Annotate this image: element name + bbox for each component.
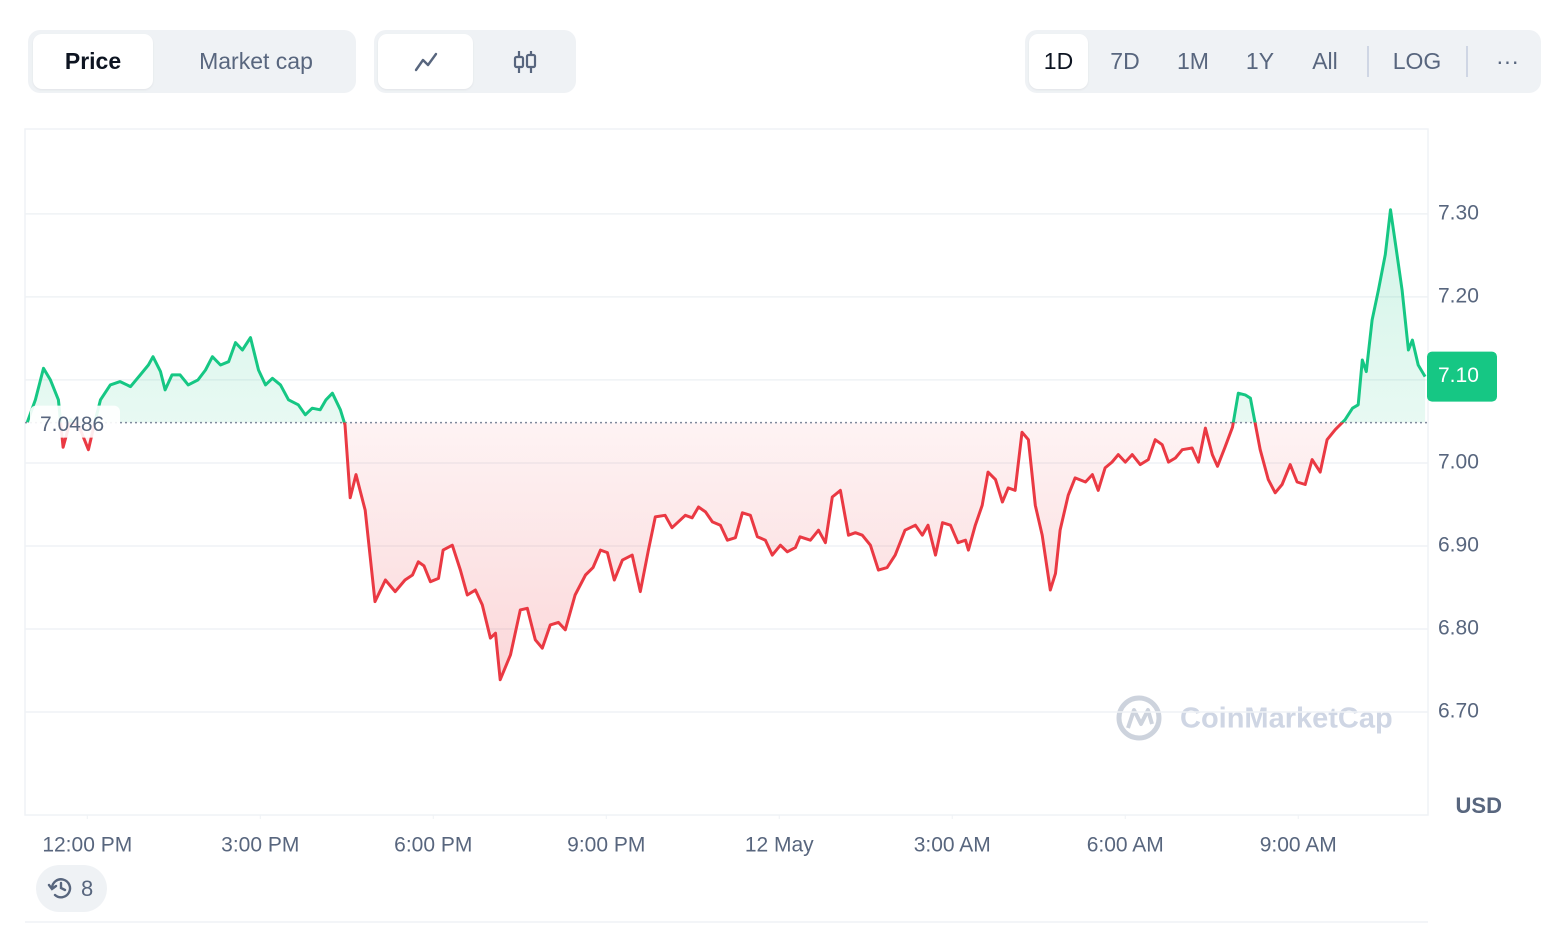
candle-icon (513, 51, 537, 73)
range-button[interactable]: 1M (1177, 48, 1209, 74)
market-cap-button[interactable]: Market cap (199, 48, 313, 74)
line-chart-button[interactable] (378, 34, 473, 89)
x-tick-label: 3:00 AM (914, 834, 991, 857)
history-icon (47, 878, 72, 899)
separator (1466, 46, 1468, 77)
more-button[interactable]: ··· (1496, 48, 1519, 74)
price-button[interactable]: Price (33, 34, 153, 89)
history-count: 8 (81, 876, 94, 901)
metric-toggle: Price Market cap (28, 30, 356, 93)
y-tick-label: 6.90 (1438, 534, 1479, 557)
range-toggle: 1D 7D 1M 1Y All LOG ··· (1025, 30, 1541, 93)
x-tick-label: 6:00 AM (1087, 834, 1164, 857)
watermark: CoinMarketCap (1180, 703, 1393, 735)
chart-style-toggle (374, 30, 576, 93)
y-tick-label: 7.30 (1438, 201, 1479, 224)
reference-label-bg (30, 405, 120, 438)
reference-label: 7.0486 (40, 413, 104, 436)
range-button[interactable]: 1Y (1245, 48, 1275, 74)
y-unit: USD (1456, 793, 1502, 818)
x-tick-label: 6:00 PM (394, 834, 472, 857)
x-tick-label: 3:00 PM (221, 834, 299, 857)
price-tag-label: 7.10 (1438, 364, 1479, 387)
x-tick-label: 12:00 PM (42, 834, 132, 857)
line-icon (414, 52, 437, 72)
x-tick-label: 9:00 AM (1260, 834, 1337, 857)
range-button[interactable]: 7D (1110, 48, 1140, 74)
y-tick-label: 7.00 (1438, 450, 1479, 473)
y-tick-label: 6.70 (1438, 700, 1479, 723)
history-badge[interactable]: 8 (36, 865, 107, 912)
x-tick-label: 9:00 PM (567, 834, 645, 857)
price-tag (1427, 351, 1497, 402)
price-area (27, 209, 1426, 680)
candle-chart-button[interactable] (484, 34, 566, 89)
separator (1367, 46, 1369, 77)
watermark-logo (1116, 695, 1162, 741)
range-button[interactable]: 1D (1029, 34, 1088, 89)
y-tick-label: 6.80 (1438, 617, 1479, 640)
log-button[interactable]: LOG (1392, 48, 1442, 74)
price-line (25, 208, 1427, 682)
range-button[interactable]: All (1312, 48, 1338, 74)
y-tick-label: 7.20 (1438, 284, 1479, 307)
plot-frame (24, 128, 1429, 816)
x-tick-label: 12 May (745, 834, 814, 857)
